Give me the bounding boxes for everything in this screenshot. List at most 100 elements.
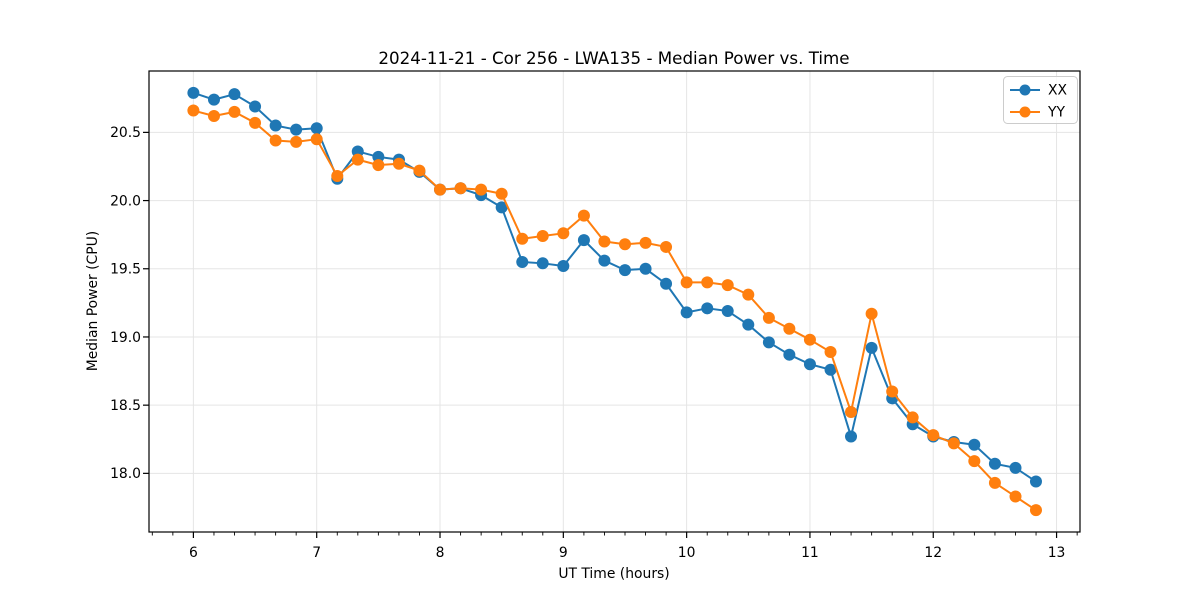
data-point-yy: [803, 333, 816, 346]
x-axis-label: UT Time (hours): [558, 566, 669, 582]
data-point-xx: [1009, 461, 1022, 474]
data-point-yy: [639, 236, 652, 249]
axes-layer: 6 7 8 9 10 11 12 13 18.0 18.5 19.0 19.5 20.0 20.5: [110, 70, 1081, 561]
data-point-yy: [865, 307, 878, 320]
data-point-yy: [372, 159, 385, 172]
series-xx: [187, 86, 1042, 488]
legend-marker-xx: [1019, 84, 1031, 96]
y-tick-label: 19.0: [110, 330, 141, 346]
data-point-yy: [947, 437, 960, 450]
data-point-yy: [701, 276, 714, 289]
data-point-xx: [803, 358, 816, 371]
data-point-xx: [742, 318, 755, 331]
data-point-xx: [968, 438, 981, 451]
data-point-xx: [495, 201, 508, 214]
legend-item-yy: YY: [1010, 105, 1065, 121]
data-point-yy: [762, 311, 775, 324]
data-point-yy: [1009, 490, 1022, 503]
data-point-yy: [1029, 504, 1042, 517]
x-tick-label: 12: [924, 545, 942, 561]
data-point-yy: [228, 105, 241, 118]
data-point-yy: [660, 240, 673, 253]
data-point-yy: [249, 116, 262, 129]
data-point-yy: [742, 288, 755, 301]
legend-label-yy: YY: [1047, 105, 1065, 121]
data-point-yy: [557, 227, 570, 240]
plot-border: [148, 70, 1081, 533]
data-point-yy: [988, 476, 1001, 489]
y-tick-label: 19.5: [110, 262, 141, 278]
data-point-xx: [187, 86, 200, 99]
series-line-yy: [193, 109, 1037, 512]
data-point-yy: [187, 104, 200, 117]
data-point-yy: [536, 230, 549, 243]
data-point-xx: [988, 457, 1001, 470]
x-tick-label: 6: [189, 545, 198, 561]
data-point-xx: [557, 260, 570, 273]
data-point-yy: [454, 182, 467, 195]
data-point-xx: [290, 123, 303, 136]
data-point-yy: [598, 235, 611, 248]
x-tick-label: 13: [1048, 545, 1066, 561]
data-point-yy: [290, 135, 303, 148]
data-point-yy: [680, 276, 693, 289]
data-point-xx: [228, 88, 241, 101]
data-point-xx: [516, 255, 529, 268]
data-point-yy: [886, 385, 899, 398]
data-point-xx: [783, 348, 796, 361]
series-yy: [187, 104, 1042, 517]
data-point-xx: [536, 257, 549, 270]
x-tick-label: 11: [801, 545, 819, 561]
y-tick-label: 20.5: [110, 125, 141, 141]
series-layer: [187, 86, 1042, 517]
data-point-xx: [824, 363, 837, 376]
data-point-xx: [701, 302, 714, 315]
data-point-xx: [310, 122, 323, 135]
y-tick-label: 18.5: [110, 398, 141, 414]
data-point-yy: [413, 164, 426, 177]
data-point-yy: [207, 110, 220, 123]
data-point-yy: [577, 209, 590, 222]
data-point-xx: [762, 336, 775, 349]
x-tick-label: 9: [559, 545, 568, 561]
data-point-yy: [824, 345, 837, 358]
data-point-yy: [331, 170, 344, 183]
data-point-xx: [207, 93, 220, 106]
data-point-yy: [721, 279, 734, 292]
legend-item-xx: XX: [1010, 83, 1068, 99]
data-point-xx: [845, 430, 858, 443]
x-tick-label: 10: [678, 545, 696, 561]
data-point-xx: [249, 100, 262, 113]
legend: XX YY: [1003, 76, 1078, 124]
data-point-xx: [1029, 475, 1042, 488]
data-point-yy: [845, 405, 858, 418]
y-axis-label: Median Power (CPU): [85, 231, 101, 371]
data-point-yy: [516, 232, 529, 245]
data-point-xx: [721, 305, 734, 318]
legend-label-xx: XX: [1048, 83, 1068, 99]
data-point-xx: [577, 234, 590, 247]
data-point-yy: [618, 238, 631, 251]
data-point-yy: [351, 153, 364, 166]
data-point-xx: [660, 277, 673, 290]
data-point-xx: [639, 262, 652, 275]
data-point-yy: [968, 455, 981, 468]
x-tick-label: 8: [436, 545, 445, 561]
data-point-yy: [310, 133, 323, 146]
data-point-xx: [865, 341, 878, 354]
data-point-yy: [392, 157, 405, 170]
data-point-xx: [680, 306, 693, 319]
legend-marker-yy: [1019, 106, 1031, 118]
x-tick-label: 7: [312, 545, 321, 561]
data-point-yy: [906, 411, 919, 424]
data-point-yy: [783, 322, 796, 335]
data-point-xx: [269, 119, 282, 132]
chart-title: 2024-11-21 - Cor 256 - LWA135 - Median P…: [378, 48, 849, 68]
data-point-xx: [598, 254, 611, 267]
data-point-yy: [434, 183, 447, 196]
y-tick-label: 20.0: [110, 193, 141, 209]
data-point-yy: [475, 183, 488, 196]
data-point-yy: [927, 429, 940, 442]
